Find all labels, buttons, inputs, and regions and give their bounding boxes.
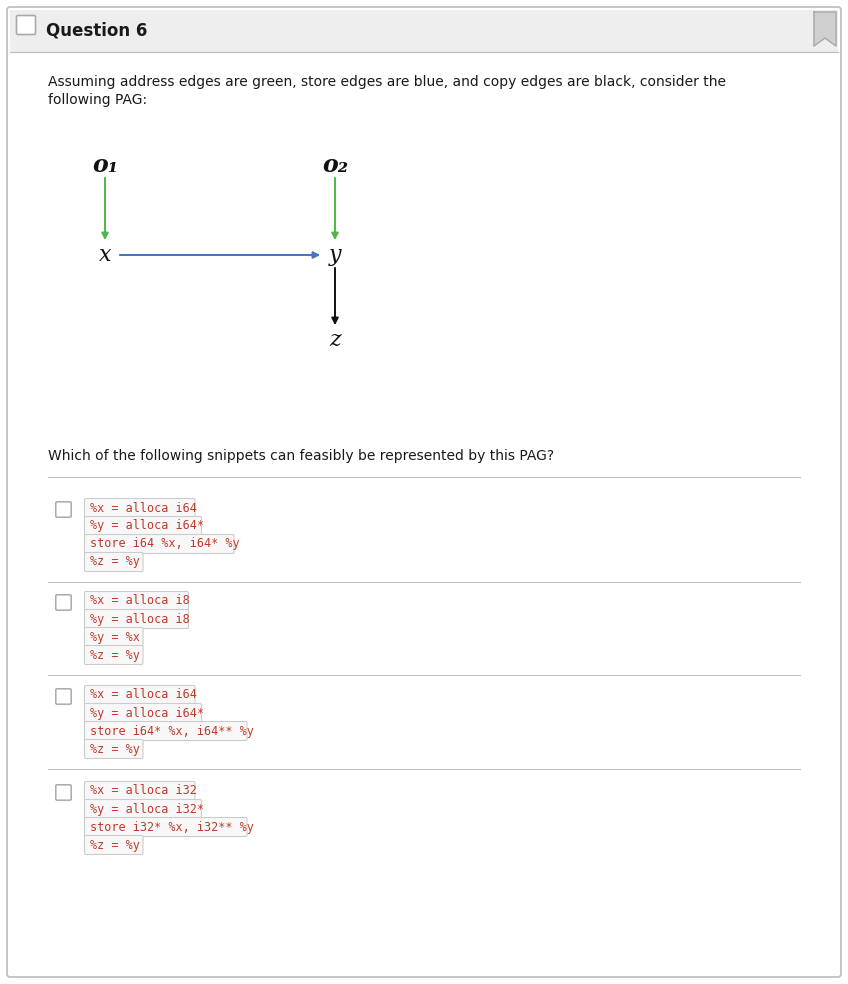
FancyBboxPatch shape xyxy=(85,628,143,646)
FancyBboxPatch shape xyxy=(85,721,247,741)
FancyBboxPatch shape xyxy=(85,799,202,819)
Text: store i64* %x, i64** %y: store i64* %x, i64** %y xyxy=(90,724,254,737)
Text: store i32* %x, i32** %y: store i32* %x, i32** %y xyxy=(90,821,254,833)
Text: Question 6: Question 6 xyxy=(46,22,148,40)
FancyBboxPatch shape xyxy=(85,686,195,705)
FancyBboxPatch shape xyxy=(85,740,143,759)
FancyBboxPatch shape xyxy=(56,785,71,800)
Text: %y = alloca i64*: %y = alloca i64* xyxy=(90,707,204,719)
FancyBboxPatch shape xyxy=(7,7,841,977)
Text: z: z xyxy=(329,329,341,351)
FancyBboxPatch shape xyxy=(85,499,195,518)
Text: %x = alloca i32: %x = alloca i32 xyxy=(90,784,197,797)
FancyBboxPatch shape xyxy=(85,552,143,572)
FancyBboxPatch shape xyxy=(85,835,143,854)
Text: x: x xyxy=(98,244,111,266)
Text: %z = %y: %z = %y xyxy=(90,648,140,661)
FancyBboxPatch shape xyxy=(85,609,188,629)
FancyBboxPatch shape xyxy=(16,16,36,34)
Text: %z = %y: %z = %y xyxy=(90,743,140,756)
Text: store i64 %x, i64* %y: store i64 %x, i64* %y xyxy=(90,537,240,550)
FancyBboxPatch shape xyxy=(85,646,143,664)
Text: %z = %y: %z = %y xyxy=(90,556,140,569)
Text: Assuming address edges are green, store edges are blue, and copy edges are black: Assuming address edges are green, store … xyxy=(48,75,726,89)
Text: %x = alloca i64: %x = alloca i64 xyxy=(90,689,197,702)
Text: %y = %x: %y = %x xyxy=(90,631,140,644)
Text: %x = alloca i8: %x = alloca i8 xyxy=(90,594,190,607)
Text: %z = %y: %z = %y xyxy=(90,838,140,851)
Text: y: y xyxy=(329,244,341,266)
Text: %x = alloca i64: %x = alloca i64 xyxy=(90,502,197,515)
FancyBboxPatch shape xyxy=(56,689,71,705)
FancyBboxPatch shape xyxy=(10,10,838,52)
FancyBboxPatch shape xyxy=(85,517,202,535)
FancyBboxPatch shape xyxy=(85,534,234,553)
Text: following PAG:: following PAG: xyxy=(48,93,147,107)
Text: Which of the following snippets can feasibly be represented by this PAG?: Which of the following snippets can feas… xyxy=(48,449,554,463)
Polygon shape xyxy=(814,12,836,46)
FancyBboxPatch shape xyxy=(85,704,202,722)
FancyBboxPatch shape xyxy=(85,591,188,610)
FancyBboxPatch shape xyxy=(85,818,247,836)
Text: o₁: o₁ xyxy=(92,153,118,177)
FancyBboxPatch shape xyxy=(85,781,195,801)
FancyBboxPatch shape xyxy=(56,594,71,610)
Text: o₂: o₂ xyxy=(322,153,348,177)
Text: %y = alloca i8: %y = alloca i8 xyxy=(90,612,190,626)
FancyBboxPatch shape xyxy=(56,502,71,518)
Text: %y = alloca i64*: %y = alloca i64* xyxy=(90,520,204,532)
Text: %y = alloca i32*: %y = alloca i32* xyxy=(90,803,204,816)
